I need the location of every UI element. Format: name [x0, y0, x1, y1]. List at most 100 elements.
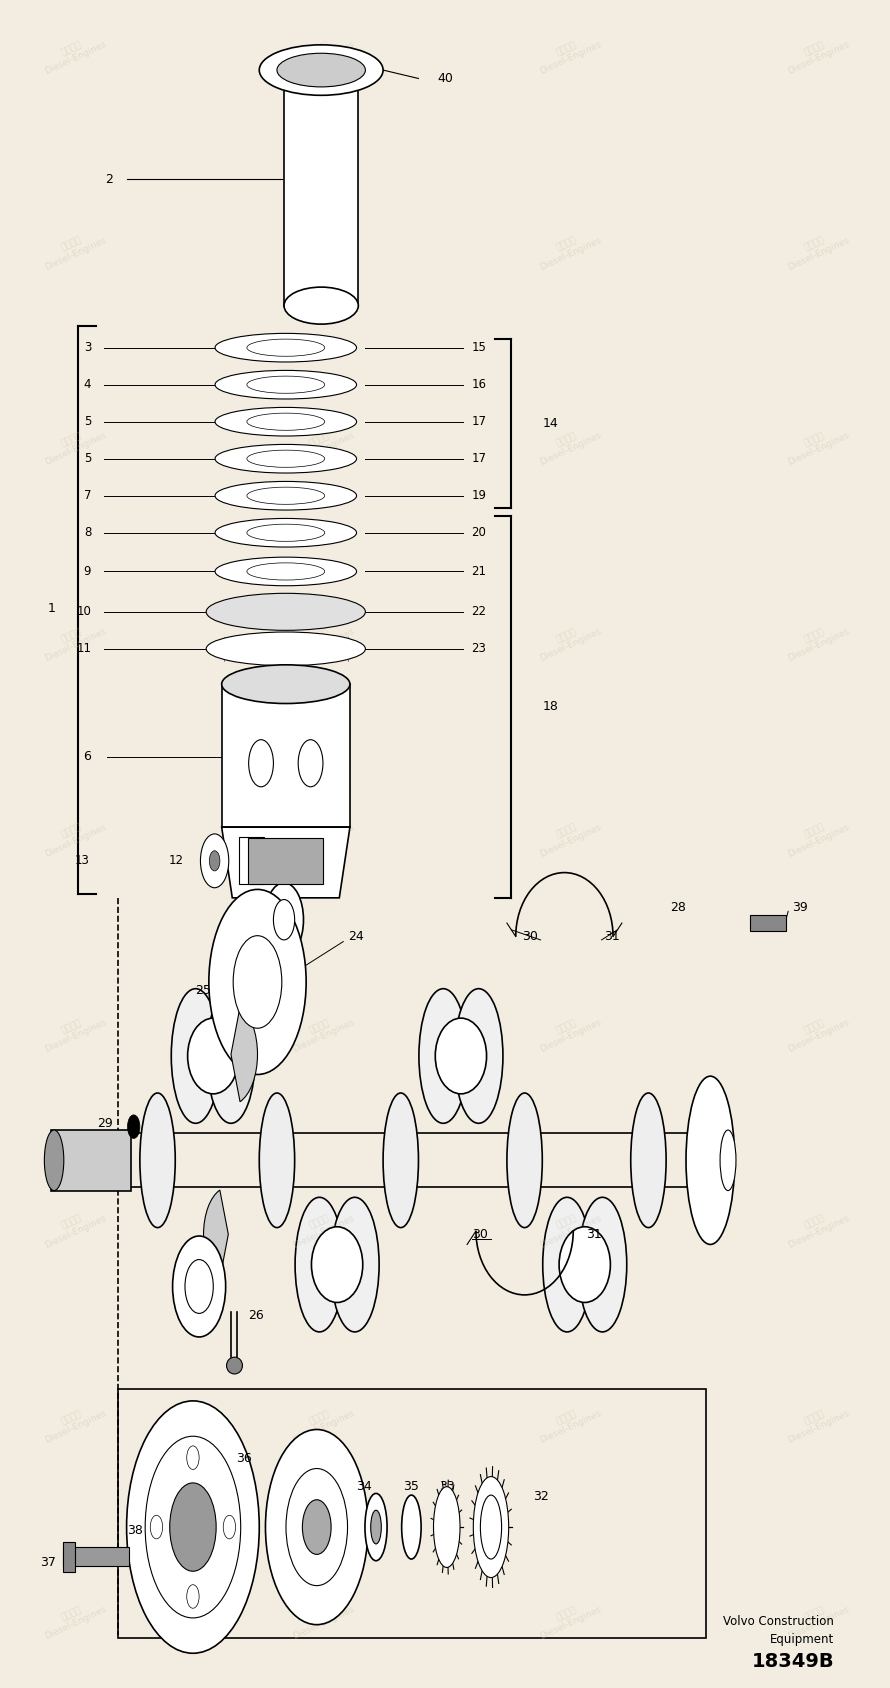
Ellipse shape: [277, 54, 366, 86]
Text: 2: 2: [105, 172, 113, 186]
Ellipse shape: [543, 1197, 591, 1332]
Text: 3: 3: [84, 341, 91, 354]
Ellipse shape: [284, 287, 359, 324]
Text: 聚发动力
Diesel-Engines: 聚发动力 Diesel-Engines: [534, 226, 603, 272]
Ellipse shape: [401, 1496, 421, 1560]
Text: 聚发动力
Diesel-Engines: 聚发动力 Diesel-Engines: [39, 226, 108, 272]
Text: 聚发动力
Diesel-Engines: 聚发动力 Diesel-Engines: [287, 812, 356, 859]
Text: 30: 30: [522, 930, 538, 944]
Text: 聚发动力
Diesel-Engines: 聚发动力 Diesel-Engines: [534, 1595, 603, 1641]
Text: Equipment: Equipment: [770, 1634, 834, 1646]
Wedge shape: [231, 1006, 257, 1102]
Ellipse shape: [720, 1129, 736, 1190]
Ellipse shape: [206, 592, 366, 630]
Text: 36: 36: [237, 1452, 252, 1465]
Text: 聚发动力
Diesel-Engines: 聚发动力 Diesel-Engines: [287, 618, 356, 663]
Ellipse shape: [419, 989, 467, 1123]
Text: 27: 27: [198, 1236, 214, 1249]
Ellipse shape: [215, 407, 357, 436]
Circle shape: [200, 834, 229, 888]
Text: 聚发动力
Diesel-Engines: 聚发动力 Diesel-Engines: [534, 1008, 603, 1053]
Text: 29: 29: [98, 1117, 113, 1129]
Ellipse shape: [247, 376, 325, 393]
Text: 26: 26: [247, 1308, 263, 1322]
Circle shape: [298, 739, 323, 787]
Bar: [750, 915, 786, 932]
Text: 聚发动力
Diesel-Engines: 聚发动力 Diesel-Engines: [782, 1204, 851, 1249]
Polygon shape: [222, 827, 350, 898]
Text: 聚发动力
Diesel-Engines: 聚发动力 Diesel-Engines: [782, 1399, 851, 1445]
Ellipse shape: [44, 1129, 64, 1190]
Bar: [52, 1129, 131, 1190]
Text: 9: 9: [84, 565, 91, 577]
Circle shape: [248, 739, 273, 787]
Text: 聚发动力
Diesel-Engines: 聚发动力 Diesel-Engines: [39, 1204, 108, 1249]
Ellipse shape: [227, 1357, 242, 1374]
Bar: [248, 839, 323, 883]
Text: 39: 39: [792, 901, 807, 915]
Text: 聚发动力
Diesel-Engines: 聚发动力 Diesel-Engines: [287, 422, 356, 468]
Text: 11: 11: [77, 643, 91, 655]
Ellipse shape: [481, 1496, 502, 1560]
Ellipse shape: [215, 557, 357, 586]
Ellipse shape: [330, 1197, 379, 1332]
Circle shape: [209, 851, 220, 871]
Text: 21: 21: [472, 565, 487, 577]
Ellipse shape: [247, 562, 325, 581]
Ellipse shape: [215, 444, 357, 473]
Text: 14: 14: [542, 417, 558, 430]
Circle shape: [185, 1259, 214, 1313]
Text: 5: 5: [84, 415, 91, 429]
Text: 38: 38: [126, 1524, 142, 1538]
Ellipse shape: [365, 1494, 387, 1561]
Ellipse shape: [247, 414, 325, 430]
Bar: [117, 1389, 706, 1637]
Ellipse shape: [454, 989, 503, 1123]
Text: 聚发动力
Diesel-Engines: 聚发动力 Diesel-Engines: [39, 618, 108, 663]
Text: 聚发动力
Diesel-Engines: 聚发动力 Diesel-Engines: [287, 226, 356, 272]
Ellipse shape: [383, 1094, 418, 1227]
Ellipse shape: [312, 1227, 363, 1303]
Text: 聚发动力
Diesel-Engines: 聚发动力 Diesel-Engines: [39, 1008, 108, 1053]
Ellipse shape: [433, 1487, 460, 1568]
Text: 聚发动力
Diesel-Engines: 聚发动力 Diesel-Engines: [782, 812, 851, 859]
Ellipse shape: [578, 1197, 627, 1332]
Text: 6: 6: [84, 749, 91, 763]
Ellipse shape: [215, 518, 357, 547]
Bar: [63, 1548, 129, 1566]
Text: 31: 31: [587, 1227, 603, 1241]
Ellipse shape: [247, 451, 325, 468]
Ellipse shape: [215, 370, 357, 398]
Text: 聚发动力
Diesel-Engines: 聚发动力 Diesel-Engines: [782, 1008, 851, 1053]
Circle shape: [126, 1401, 259, 1653]
Text: 聚发动力
Diesel-Engines: 聚发动力 Diesel-Engines: [39, 1595, 108, 1641]
Text: 24: 24: [177, 1280, 193, 1293]
Circle shape: [173, 1236, 226, 1337]
Text: 33: 33: [439, 1480, 455, 1494]
Text: 1: 1: [47, 603, 55, 614]
Circle shape: [187, 1585, 199, 1609]
Text: 聚发动力
Diesel-Engines: 聚发动力 Diesel-Engines: [287, 1204, 356, 1249]
Text: 聚发动力
Diesel-Engines: 聚发动力 Diesel-Engines: [287, 1008, 356, 1053]
Ellipse shape: [215, 333, 357, 361]
Ellipse shape: [247, 339, 325, 356]
Text: 30: 30: [472, 1227, 488, 1241]
Text: 18349B: 18349B: [751, 1653, 834, 1671]
Text: 24: 24: [348, 930, 363, 944]
Text: 聚发动力
Diesel-Engines: 聚发动力 Diesel-Engines: [782, 1595, 851, 1641]
Text: 4: 4: [84, 378, 91, 392]
Text: 37: 37: [40, 1556, 56, 1568]
Text: 16: 16: [472, 378, 487, 392]
Text: 18: 18: [542, 699, 558, 712]
Text: 25: 25: [196, 984, 212, 998]
Ellipse shape: [188, 1018, 239, 1094]
Circle shape: [170, 1484, 216, 1572]
Text: 35: 35: [403, 1480, 419, 1494]
Text: 19: 19: [472, 490, 487, 503]
Text: 17: 17: [472, 452, 487, 466]
Text: 7: 7: [84, 490, 91, 503]
Text: 22: 22: [472, 606, 487, 618]
Text: 聚发动力
Diesel-Engines: 聚发动力 Diesel-Engines: [39, 422, 108, 468]
Text: 聚发动力
Diesel-Engines: 聚发动力 Diesel-Engines: [39, 812, 108, 859]
Circle shape: [264, 883, 303, 957]
